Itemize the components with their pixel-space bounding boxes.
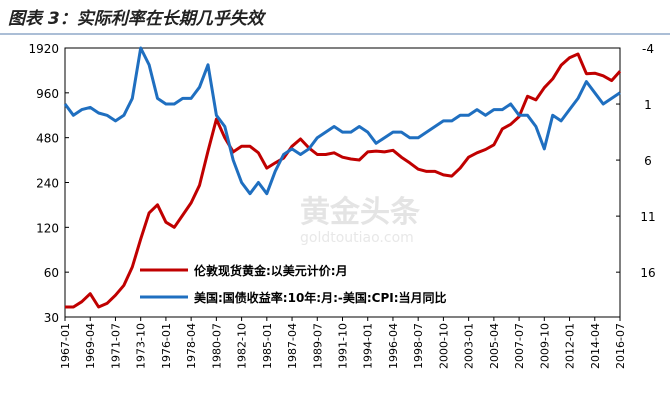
x-tick-label: 1967-01 — [59, 323, 72, 369]
x-tick-label: 1985-01 — [261, 323, 274, 369]
legend-label: 伦敦现货黄金:以美元计价:月 — [194, 263, 348, 278]
y2-tick-label: 1 — [644, 98, 652, 112]
y2-tick-label: 6 — [644, 154, 652, 168]
y2-tick-label: 11 — [640, 210, 655, 224]
y-tick-label: 30 — [44, 311, 59, 325]
x-tick-label: 2007-07 — [513, 323, 526, 369]
y-tick-label: 240 — [36, 177, 59, 191]
y2-tick-label: 16 — [640, 266, 655, 280]
y-tick-label: 960 — [36, 87, 59, 101]
x-tick-label: 2012-01 — [564, 323, 577, 369]
x-tick-label: 2003-01 — [463, 323, 476, 369]
x-tick-label: 1994-01 — [362, 323, 375, 369]
watermark-sub: goldtoutiao.com — [300, 230, 414, 246]
y2-tick-label: -4 — [642, 42, 654, 56]
y-tick-label: 60 — [44, 266, 59, 280]
x-tick-label: 2014-04 — [589, 323, 602, 369]
x-tick-label: 2000-10 — [437, 323, 450, 369]
x-tick-label: 1989-07 — [311, 323, 324, 369]
x-tick-label: 2005-04 — [488, 323, 501, 369]
x-tick-label: 1973-10 — [135, 323, 148, 369]
x-tick-label: 1980-07 — [210, 323, 223, 369]
y-tick-label: 120 — [36, 221, 59, 235]
series-line — [63, 46, 621, 196]
chart-title: 图表 3：实际利率在长期几乎失效 — [8, 9, 267, 29]
series-line — [65, 52, 622, 309]
x-tick-label: 1978-04 — [185, 323, 198, 369]
x-tick-label: 1987-04 — [286, 323, 299, 369]
x-tick-label: 1969-04 — [84, 323, 97, 369]
x-tick-label: 1998-07 — [412, 323, 425, 369]
watermark: 黄金头条 — [300, 195, 420, 230]
y-tick-label: 1920 — [28, 42, 59, 56]
x-tick-label: 1971-07 — [109, 323, 122, 369]
x-tick-label: 2009-10 — [538, 323, 551, 369]
legend-label: 美国:国债收益率:10年:月:-美国:CPI:当月同比 — [194, 290, 447, 305]
x-tick-label: 2016-07 — [614, 323, 627, 369]
x-tick-label: 1982-10 — [236, 323, 249, 369]
x-tick-label: 1996-04 — [387, 323, 400, 369]
y-tick-label: 480 — [36, 132, 59, 146]
x-tick-label: 1991-10 — [337, 323, 350, 369]
x-tick-label: 1976-01 — [160, 323, 173, 369]
